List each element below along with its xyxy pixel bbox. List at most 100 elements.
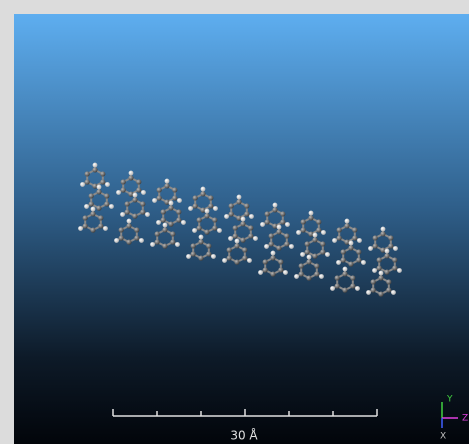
carbon-atom [320, 241, 325, 246]
hydrogen-atom [201, 187, 206, 192]
carbon-atom [352, 235, 357, 240]
carbon-atom [386, 279, 391, 284]
carbon-atom [312, 254, 317, 259]
hydrogen-atom [145, 212, 150, 217]
hydrogen-atom [177, 198, 182, 203]
hydrogen-atom [186, 254, 191, 259]
carbon-atom [96, 189, 101, 194]
carbon-atom [388, 235, 393, 240]
hydrogen-atom [325, 252, 330, 257]
carbon-atom [96, 206, 101, 211]
carbon-atom [119, 235, 124, 240]
axis-y-label: Y [446, 395, 453, 405]
hydrogen-atom [163, 223, 168, 228]
carbon-atom [136, 187, 141, 192]
hydrogen-atom [91, 207, 96, 212]
carbon-atom [140, 201, 145, 206]
hydrogen-atom [391, 290, 396, 295]
carbon-atom [197, 217, 202, 222]
carbon-atom [278, 259, 283, 264]
hydrogen-atom [224, 214, 229, 219]
carbon-atom [299, 271, 304, 276]
hydrogen-atom [217, 228, 222, 233]
hydrogen-atom [361, 260, 366, 265]
hydrogen-atom [379, 271, 384, 276]
hydrogen-atom [260, 222, 265, 227]
carbon-atom [200, 191, 205, 196]
hydrogen-atom [393, 246, 398, 251]
carbon-atom [337, 227, 342, 232]
carbon-atom [350, 275, 355, 280]
carbon-atom [352, 227, 357, 232]
carbon-atom [280, 211, 285, 216]
carbon-atom [314, 271, 319, 276]
carbon-atom [85, 179, 90, 184]
hydrogen-atom [294, 274, 299, 279]
carbon-atom [341, 257, 346, 262]
carbon-atom [191, 243, 196, 248]
hydrogen-atom [237, 195, 242, 200]
scale-label: 30 Å [230, 428, 258, 443]
carbon-atom [176, 217, 181, 222]
hydrogen-atom [343, 267, 348, 272]
carbon-atom [269, 233, 274, 238]
carbon-atom [263, 267, 268, 272]
carbon-atom [136, 179, 141, 184]
carbon-atom [377, 265, 382, 270]
carbon-atom [380, 231, 385, 236]
hydrogen-atom [152, 198, 157, 203]
carbon-atom [234, 260, 239, 265]
hydrogen-atom [199, 235, 204, 240]
carbon-atom [104, 201, 109, 206]
molecule-viewer: 30 Å Y Z X [0, 0, 469, 444]
carbon-atom [155, 231, 160, 236]
hydrogen-atom [366, 290, 371, 295]
carbon-atom [335, 275, 340, 280]
carbon-atom [90, 211, 95, 216]
carbon-atom [85, 171, 90, 176]
hydrogen-atom [175, 242, 180, 247]
hydrogen-atom [84, 204, 89, 209]
carbon-atom [233, 233, 238, 238]
hydrogen-atom [247, 258, 252, 263]
carbon-atom [342, 288, 347, 293]
hydrogen-atom [357, 238, 362, 243]
carbon-atom [98, 223, 103, 228]
carbon-atom [314, 263, 319, 268]
carbon-atom [125, 209, 130, 214]
hydrogen-atom [330, 286, 335, 291]
carbon-atom [306, 276, 311, 281]
carbon-atom [161, 217, 166, 222]
carbon-atom [126, 240, 131, 245]
hydrogen-atom [114, 238, 119, 243]
hydrogen-atom [372, 268, 377, 273]
carbon-atom [140, 209, 145, 214]
carbon-atom [157, 187, 162, 192]
carbon-atom [204, 213, 209, 218]
carbon-atom [227, 247, 232, 252]
carbon-atom [100, 179, 105, 184]
hydrogen-atom [309, 211, 314, 216]
hydrogen-atom [273, 203, 278, 208]
carbon-atom [229, 211, 234, 216]
carbon-atom [168, 222, 173, 227]
hydrogen-atom [235, 239, 240, 244]
carbon-atom [98, 215, 103, 220]
carbon-atom [342, 271, 347, 276]
carbon-atom [377, 257, 382, 262]
hydrogen-atom [300, 252, 305, 257]
hydrogen-atom [78, 226, 83, 231]
carbon-atom [121, 179, 126, 184]
hydrogen-atom [97, 185, 102, 190]
hydrogen-atom [349, 241, 354, 246]
carbon-atom [155, 239, 160, 244]
hydrogen-atom [188, 206, 193, 211]
hydrogen-atom [169, 201, 174, 206]
hydrogen-atom [332, 238, 337, 243]
carbon-atom [248, 233, 253, 238]
hydrogen-atom [345, 219, 350, 224]
carbon-atom [161, 209, 166, 214]
carbon-atom [265, 211, 270, 216]
axis-x-label: X [440, 432, 446, 442]
carbon-atom [305, 249, 310, 254]
